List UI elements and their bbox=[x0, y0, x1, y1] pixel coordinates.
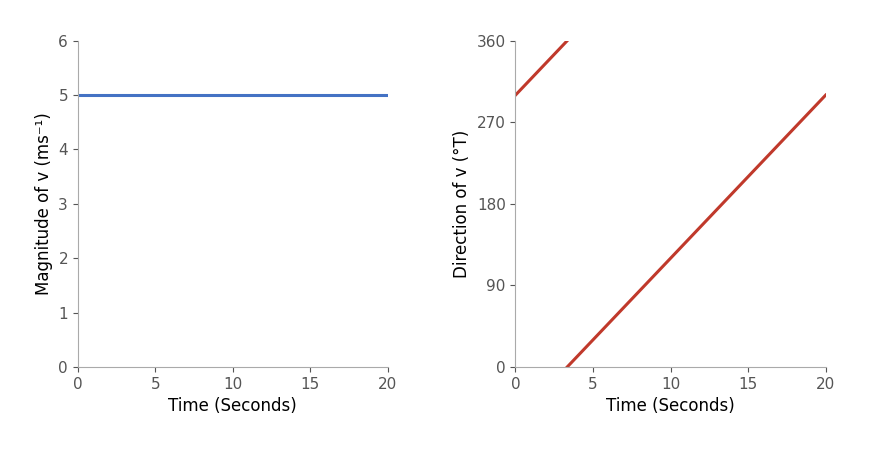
X-axis label: Time (Seconds): Time (Seconds) bbox=[606, 397, 734, 415]
Y-axis label: Direction of v (°T): Direction of v (°T) bbox=[453, 130, 470, 278]
Y-axis label: Magnitude of v (ms⁻¹): Magnitude of v (ms⁻¹) bbox=[35, 112, 53, 295]
X-axis label: Time (Seconds): Time (Seconds) bbox=[169, 397, 297, 415]
